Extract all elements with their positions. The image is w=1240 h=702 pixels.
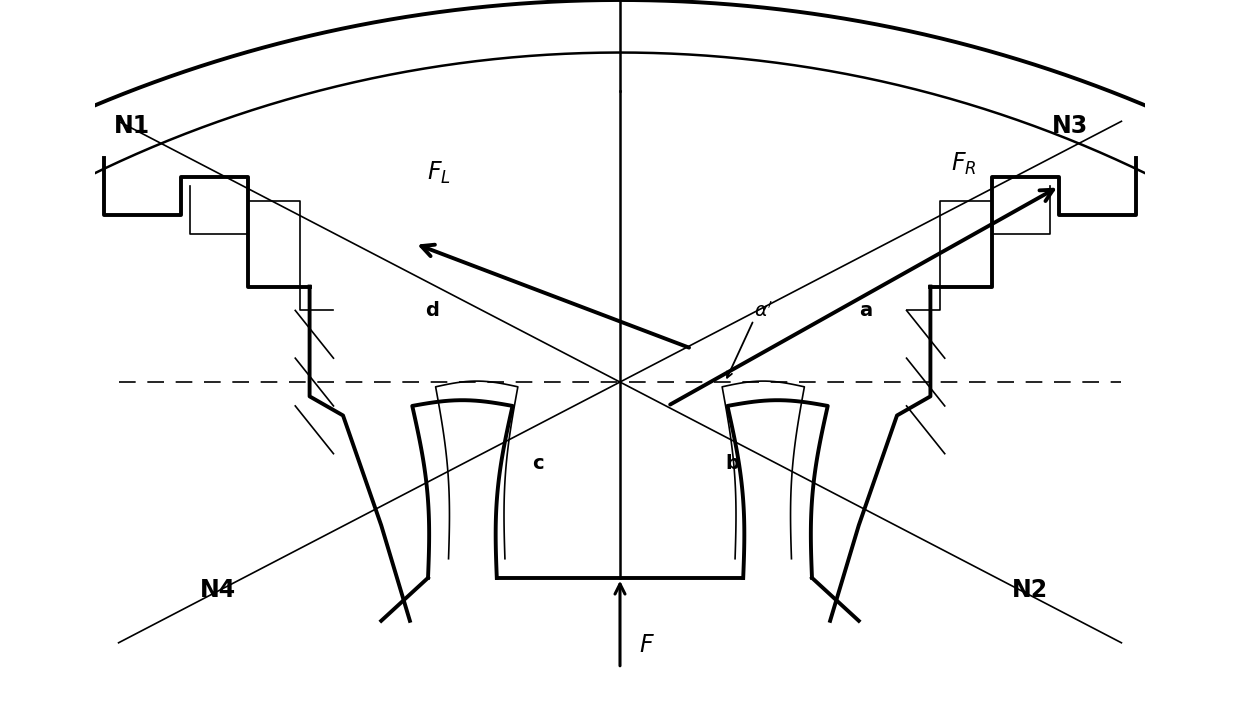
Text: a: a	[859, 301, 872, 320]
Text: $\mathbf{\mathit{F}}_{\mathbf{\mathit{L}}}$: $\mathbf{\mathit{F}}_{\mathbf{\mathit{L}…	[427, 160, 450, 186]
Text: b: b	[725, 453, 739, 472]
Text: $\mathbf{\mathit{F}}_{\mathbf{\mathit{R}}}$: $\mathbf{\mathit{F}}_{\mathbf{\mathit{R}…	[951, 150, 977, 177]
Text: $\mathit{F}$: $\mathit{F}$	[639, 633, 655, 656]
Text: N1: N1	[114, 114, 150, 138]
Text: N4: N4	[200, 578, 236, 602]
Text: c: c	[532, 453, 543, 472]
Text: N3: N3	[1052, 114, 1087, 138]
Text: N2: N2	[1012, 578, 1048, 602]
Text: d: d	[424, 301, 439, 320]
Text: $\alpha'$: $\alpha'$	[754, 300, 773, 320]
